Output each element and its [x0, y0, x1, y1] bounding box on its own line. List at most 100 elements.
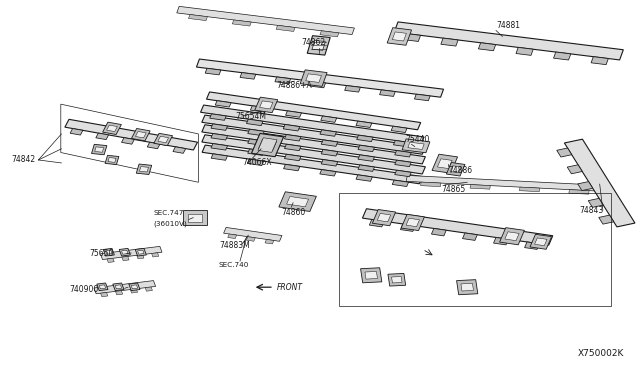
Bar [258, 138, 277, 153]
Bar [210, 114, 227, 120]
Bar [211, 154, 227, 160]
Bar [285, 111, 301, 117]
Bar [321, 140, 338, 146]
Bar [463, 233, 477, 240]
Bar [365, 272, 378, 279]
Bar [461, 283, 474, 291]
Bar [248, 139, 264, 145]
Bar [135, 248, 147, 256]
Bar [358, 155, 374, 161]
Bar [215, 101, 231, 107]
Bar [401, 214, 424, 231]
Bar [441, 38, 458, 46]
Bar [403, 33, 420, 41]
Bar [102, 122, 122, 135]
Bar [599, 215, 614, 224]
Text: 740900: 740900 [69, 285, 99, 294]
Bar [115, 285, 122, 289]
Bar [202, 125, 426, 164]
Bar [138, 250, 144, 254]
Bar [122, 250, 128, 254]
Bar [321, 116, 337, 122]
Bar [284, 154, 301, 161]
Bar [173, 147, 186, 153]
Bar [406, 218, 419, 227]
Bar [107, 125, 117, 132]
Text: 75650: 75650 [90, 249, 114, 258]
Bar [207, 92, 420, 130]
Bar [240, 73, 256, 79]
Bar [100, 292, 108, 297]
Bar [259, 139, 276, 151]
Text: 74842: 74842 [12, 155, 36, 164]
Bar [147, 142, 160, 149]
Bar [520, 187, 540, 192]
Bar [100, 246, 162, 260]
Bar [391, 126, 407, 132]
Bar [362, 209, 553, 245]
Text: 74865: 74865 [442, 185, 466, 194]
Bar [310, 81, 326, 88]
Bar [122, 138, 134, 144]
Bar [356, 175, 372, 181]
Bar [260, 101, 273, 109]
Bar [438, 159, 452, 169]
Bar [246, 119, 263, 126]
Bar [131, 289, 138, 293]
Bar [320, 31, 339, 37]
Bar [516, 47, 533, 55]
Bar [456, 280, 478, 295]
Text: 74886: 74886 [448, 166, 472, 175]
Bar [321, 150, 338, 156]
Text: 74843: 74843 [579, 206, 604, 215]
Bar [306, 74, 321, 82]
Bar [360, 268, 382, 283]
Bar [158, 136, 168, 143]
Bar [183, 210, 207, 225]
Bar [232, 20, 252, 26]
Bar [283, 125, 300, 131]
Bar [392, 180, 408, 186]
Text: (36010V): (36010V) [154, 220, 188, 227]
Bar [392, 32, 406, 41]
Bar [97, 283, 108, 291]
Bar [569, 190, 589, 194]
Bar [380, 90, 396, 96]
Bar [451, 166, 461, 173]
Bar [252, 134, 284, 157]
Bar [265, 240, 274, 244]
Bar [202, 145, 422, 184]
Bar [129, 283, 140, 291]
Bar [534, 238, 547, 246]
Text: 74860: 74860 [282, 208, 306, 217]
Bar [402, 139, 430, 153]
Bar [372, 209, 396, 226]
Bar [500, 228, 524, 245]
Bar [307, 36, 330, 55]
Bar [420, 182, 441, 187]
Text: 75654M: 75654M [236, 112, 266, 121]
Bar [246, 237, 255, 241]
Bar [284, 135, 301, 141]
Bar [99, 285, 106, 289]
Bar [113, 283, 124, 291]
Bar [250, 106, 266, 112]
Bar [94, 280, 156, 294]
Bar [588, 198, 604, 207]
Bar [136, 164, 152, 174]
Bar [564, 139, 635, 227]
Text: 75440: 75440 [405, 135, 429, 144]
Bar [196, 59, 444, 97]
Bar [107, 258, 114, 263]
Bar [284, 144, 301, 151]
Bar [287, 196, 308, 207]
Bar [470, 185, 490, 189]
Bar [103, 248, 115, 256]
Bar [431, 228, 446, 236]
Bar [432, 154, 458, 173]
Bar [106, 250, 112, 254]
Text: FRONT: FRONT [276, 283, 303, 292]
Bar [279, 192, 316, 211]
Bar [578, 182, 593, 190]
Bar [275, 77, 291, 83]
